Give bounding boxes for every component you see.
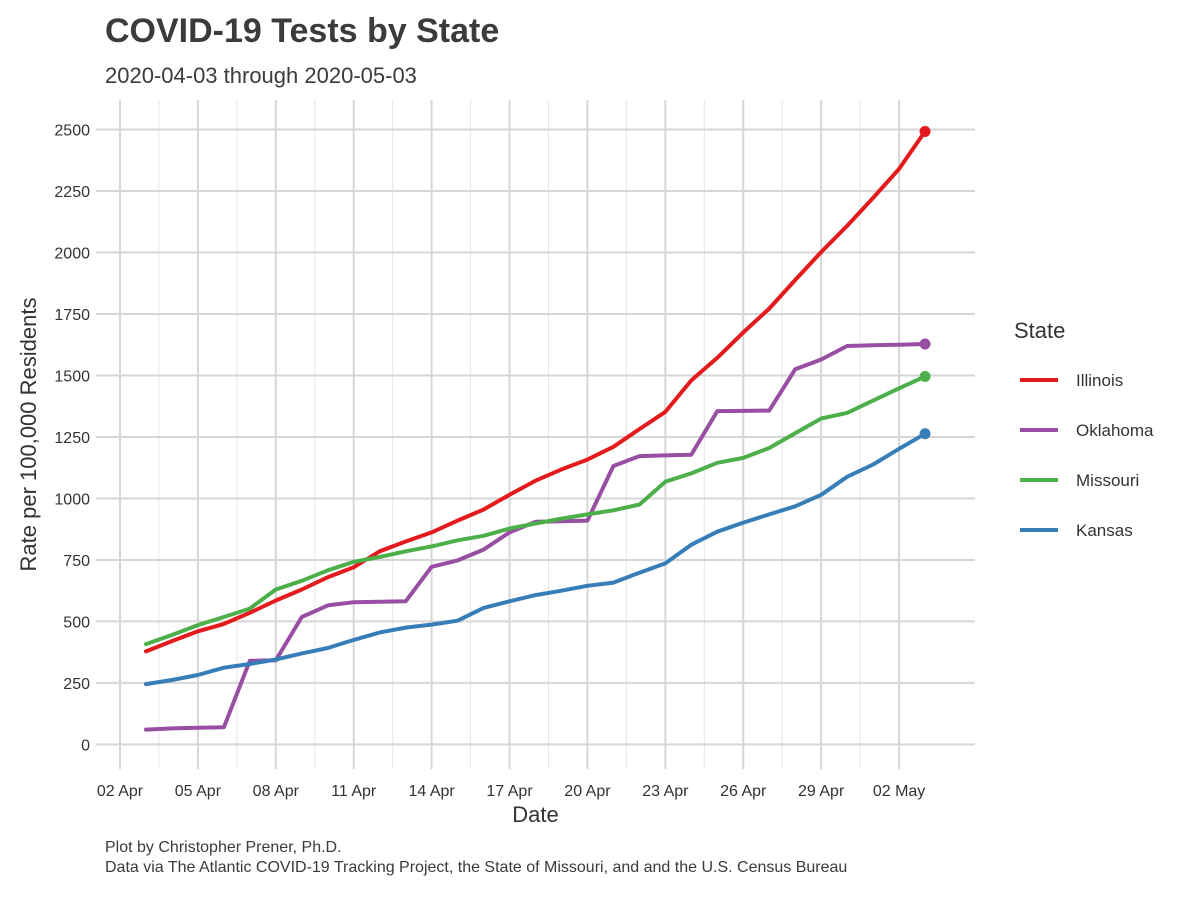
x-tick-label: 05 Apr (175, 783, 222, 800)
x-tick-label: 29 Apr (798, 783, 845, 800)
series-line-kansas (144, 431, 927, 687)
x-tick-label: 20 Apr (564, 783, 611, 800)
y-tick-label: 1750 (54, 307, 90, 324)
y-tick-label: 2000 (54, 245, 90, 262)
legend-label-illinois: Illinois (1076, 371, 1123, 390)
gridlines (96, 100, 975, 769)
x-tick-label: 02 May (873, 783, 925, 800)
tick-labels: 02 Apr 05 Apr 08 Apr 11 Apr 14 Apr 17 Apr 20 A… (54, 123, 925, 800)
series-lines (144, 125, 931, 732)
caption-author: Plot by Christopher Prener, Ph.D. (105, 839, 342, 856)
series-line-illinois (144, 129, 927, 654)
y-tick-label: 2500 (54, 123, 90, 140)
end-point-missouri (919, 370, 931, 382)
y-tick-label: 2250 (54, 184, 90, 201)
legend-label-oklahoma: Oklahoma (1076, 421, 1154, 440)
y-tick-label: 250 (63, 676, 90, 693)
y-tick-label: 750 (63, 553, 90, 570)
end-point-illinois (919, 125, 931, 137)
chart-subtitle: 2020-04-03 through 2020-05-03 (105, 63, 417, 88)
legend-title: State (1014, 318, 1065, 343)
chart-title: COVID-19 Tests by State (105, 12, 500, 50)
x-tick-label: 02 Apr (97, 783, 144, 800)
chart-caption: Plot by Christopher Prener, Ph.D. Data v… (105, 838, 847, 878)
x-tick-label: 11 Apr (331, 783, 377, 800)
x-tick-label: 23 Apr (642, 783, 689, 800)
series-line-missouri (144, 374, 927, 647)
x-tick-label: 26 Apr (720, 783, 767, 800)
end-point-oklahoma (919, 338, 931, 350)
x-tick-label: 14 Apr (408, 783, 455, 800)
y-tick-label: 0 (81, 737, 90, 754)
y-axis-title: Rate per 100,000 Residents (16, 298, 41, 572)
caption-source: Data via The Atlantic COVID-19 Tracking … (105, 859, 848, 876)
legend-label-kansas: Kansas (1076, 521, 1133, 540)
x-tick-label: 17 Apr (486, 783, 533, 800)
y-tick-label: 1250 (54, 430, 90, 447)
legend: State Illinois Oklahoma Missouri Kansas (1014, 318, 1154, 540)
y-tick-label: 500 (63, 614, 90, 631)
series-line-oklahoma (144, 342, 927, 732)
x-tick-label: 08 Apr (253, 783, 300, 800)
y-tick-label: 1500 (54, 368, 90, 385)
end-point-kansas (919, 428, 931, 440)
y-tick-label: 1000 (54, 491, 90, 508)
x-axis-title: Date (512, 802, 558, 827)
legend-label-missouri: Missouri (1076, 471, 1139, 490)
